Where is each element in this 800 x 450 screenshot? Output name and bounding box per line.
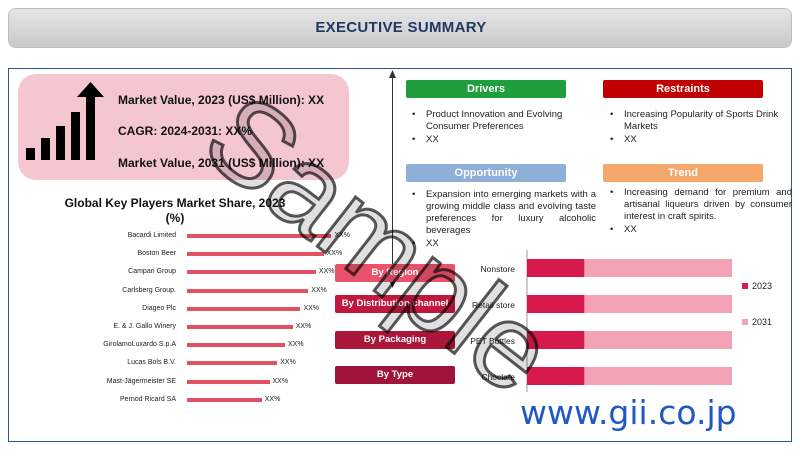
restraints-title: Restraints	[656, 83, 710, 95]
growth-chart-icon	[26, 82, 104, 160]
player-name: Lucas Bols B.V.	[127, 359, 176, 367]
category-label: Nonstore	[481, 264, 516, 274]
restraints-item: XX	[606, 134, 796, 146]
player-share-bar	[187, 343, 285, 348]
section-divider	[392, 74, 393, 284]
drivers-list: Product Innovation and Evolving Consumer…	[408, 109, 578, 147]
opportunity-item: XX	[408, 238, 596, 250]
trend-tag: Trend	[603, 164, 763, 182]
player-name: GirolamoLuxardo S.p.A	[103, 341, 176, 349]
player-share-label: XX%	[303, 304, 320, 312]
player-row: Pernod Ricard SA XX%	[80, 394, 360, 406]
player-share-label: XX%	[334, 232, 350, 239]
bar-2023	[527, 331, 585, 349]
player-row: Carlsberg Group. XX%	[80, 285, 360, 297]
player-row: Campari Group XX%	[80, 266, 360, 278]
bar-2031	[584, 259, 732, 277]
player-share-label: XX%	[272, 377, 289, 385]
player-share-bar	[187, 306, 301, 311]
drivers-item: Product Innovation and Evolving Consumer…	[408, 109, 578, 133]
player-row: E. & J. Gallo Winery XX%	[80, 321, 360, 333]
drivers-tag: Drivers	[406, 80, 566, 98]
bar-2031	[584, 367, 732, 385]
category-label: Choclate	[481, 372, 515, 382]
player-name: Mast-Jägermeister SE	[106, 377, 176, 385]
segment-label: By Packaging	[363, 334, 427, 345]
player-row: Diageo Plc XX%	[80, 303, 360, 315]
segment-label: By Type	[376, 369, 414, 380]
opportunity-item: Expansion into emerging markets with a g…	[408, 189, 596, 237]
legend-label: 2031	[752, 317, 772, 327]
bar-2023	[527, 367, 585, 385]
player-share-bar	[187, 379, 270, 384]
player-share-bar	[187, 361, 278, 366]
player-row: Boston Beer XX%	[80, 248, 360, 260]
player-share-bar	[187, 234, 332, 238]
segment-by-packaging[interactable]: By Packaging	[335, 331, 455, 349]
player-share-label: XX%	[311, 286, 327, 294]
summary-frame	[8, 68, 792, 442]
opportunity-list: Expansion into emerging markets with a g…	[408, 189, 596, 251]
drivers-title: Drivers	[467, 83, 505, 95]
kpi-market-value-2023: Market Value, 2023 (US$ Million): XX	[118, 93, 325, 107]
kpi-cagr: CAGR: 2024-2031: XX%	[118, 124, 253, 138]
player-row: GirolamoLuxardo S.p.A XX%	[80, 339, 360, 351]
player-share-bar	[187, 288, 309, 293]
kpi-market-value-2031: Market Value, 2031 (US$ Million): XX	[118, 156, 325, 170]
player-name: E. & J. Gallo Winery	[113, 323, 176, 330]
players-chart-title: Global Key Players Market Share, 2023 (%…	[64, 196, 286, 225]
category-label: PET Bottles	[470, 336, 515, 346]
segment-by-distribution-channel[interactable]: By Distribution channel	[335, 295, 455, 313]
segment-by-type[interactable]: By Type	[335, 366, 455, 384]
restraints-item: Increasing Popularity of Sports Drink Ma…	[606, 109, 796, 133]
player-share-label: XX%	[326, 250, 343, 258]
player-share-label: XX%	[287, 341, 304, 349]
player-row: Mast-Jägermeister SE XX%	[80, 376, 360, 388]
trend-item: Increasing demand for premium and artisa…	[606, 187, 792, 223]
player-name: Diageo Plc	[142, 304, 176, 312]
player-row: Bacardi Limited XX%	[80, 230, 360, 242]
segment-label: By Distribution channel	[341, 298, 449, 309]
segment-label: By Region	[371, 267, 419, 278]
player-name: Campari Group	[128, 268, 176, 276]
player-name: Carlsberg Group.	[122, 286, 176, 294]
trend-list: Increasing demand for premium and artisa…	[606, 187, 792, 237]
legend-label: 2023	[752, 281, 772, 291]
legend-swatch	[742, 283, 748, 289]
player-share-label: XX%	[295, 323, 312, 330]
player-share-bar	[187, 397, 262, 402]
player-share-bar	[187, 270, 316, 275]
page-title: EXECUTIVE SUMMARY	[315, 19, 487, 36]
player-share-bar	[187, 325, 293, 329]
trend-item: XX	[606, 224, 792, 236]
trend-title: Trend	[668, 167, 698, 179]
restraints-list: Increasing Popularity of Sports Drink Ma…	[606, 109, 796, 147]
legend-swatch	[742, 319, 748, 325]
player-name: Pernod Ricard SA	[119, 395, 176, 403]
player-name: Boston Beer	[137, 250, 176, 258]
player-share-label: XX%	[318, 268, 335, 276]
player-share-label: XX%	[264, 395, 281, 403]
drivers-item: XX	[408, 134, 578, 146]
category-label: Retail store	[472, 300, 515, 310]
restraints-tag: Restraints	[603, 80, 763, 98]
segment-by-region[interactable]: By Region	[335, 264, 455, 282]
site-url[interactable]: www.gii.co.jp	[520, 393, 737, 432]
header-bar: EXECUTIVE SUMMARY	[8, 8, 792, 48]
player-name: Bacardi Limited	[127, 232, 176, 239]
bar-2031	[584, 331, 732, 349]
player-share-label: XX%	[280, 359, 296, 367]
player-row: Lucas Bols B.V. XX%	[80, 357, 360, 369]
player-share-bar	[187, 252, 324, 257]
bar-2023	[527, 259, 585, 277]
opportunity-tag: Opportunity	[406, 164, 566, 182]
opportunity-title: Opportunity	[454, 167, 518, 179]
bar-2031	[584, 295, 732, 313]
bar-2023	[527, 295, 585, 313]
